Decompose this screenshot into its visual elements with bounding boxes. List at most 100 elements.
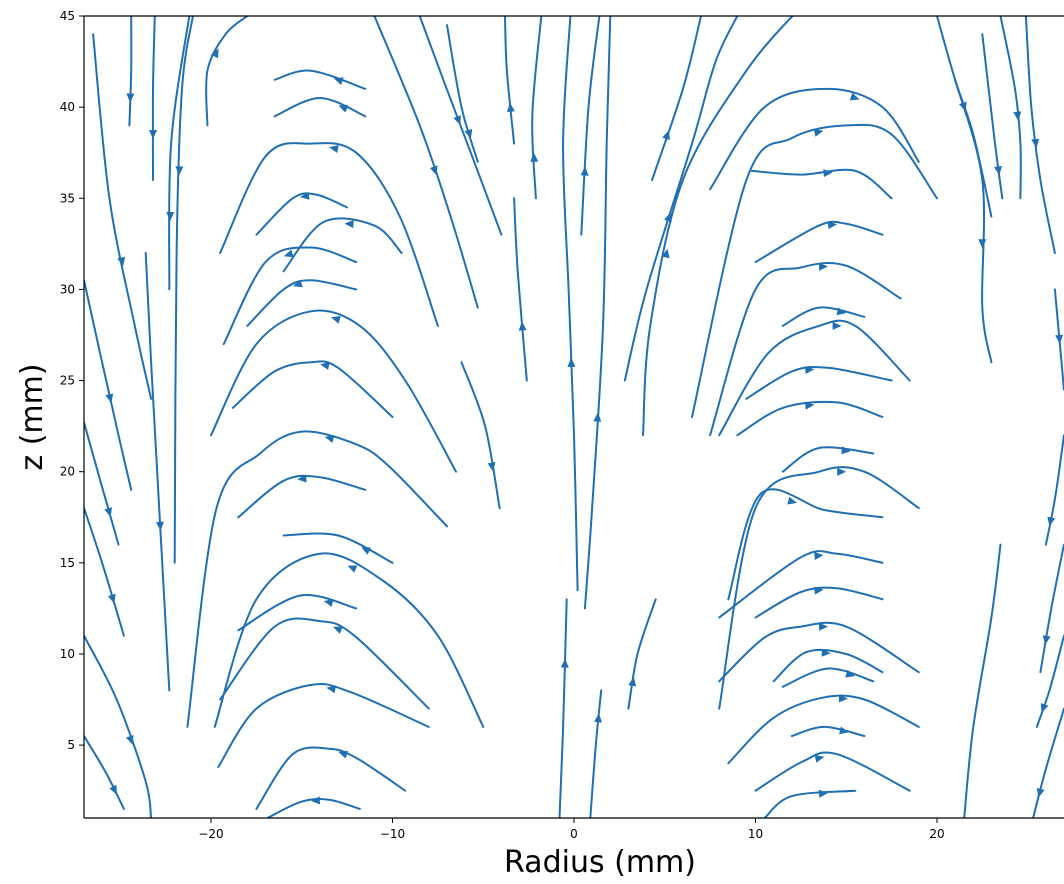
streamline [781, 446, 875, 473]
streamline [781, 667, 875, 688]
flow-arrow [300, 191, 310, 200]
x-tick-label: −10 [380, 827, 405, 841]
streamline [954, 78, 993, 364]
flow-arrow [819, 622, 828, 631]
streamline [709, 261, 902, 437]
streamline [736, 400, 884, 437]
flow-arrow [1031, 138, 1040, 149]
streamline [1035, 634, 1064, 728]
flow-arrow [814, 552, 824, 560]
streamline [754, 220, 884, 264]
streamline [781, 306, 866, 327]
flow-arrow [839, 726, 849, 735]
flow-arrow [813, 128, 824, 137]
y-ticks-group: 5 10 15 20 25 30 35 40 45 [60, 9, 84, 752]
flow-arrow [338, 105, 349, 113]
streamline [718, 466, 920, 710]
flow-arrow [818, 262, 828, 271]
streamline [213, 552, 485, 728]
streamline [754, 751, 911, 792]
streamline [1024, 16, 1056, 254]
flow-arrow [823, 169, 833, 177]
streamline [750, 168, 893, 200]
streamline [217, 682, 430, 768]
streamline [282, 217, 403, 273]
streamline [745, 365, 893, 400]
flow-arrow [1013, 111, 1022, 121]
streamline [999, 16, 1022, 200]
x-tick-label: −20 [198, 827, 223, 841]
streamline [583, 16, 612, 610]
y-tick-label: 20 [60, 465, 75, 479]
flow-arrow [464, 129, 473, 139]
flow-arrow [331, 316, 341, 324]
flow-arrow [1042, 635, 1051, 645]
flow-arrow [453, 115, 461, 125]
flow-arrow [487, 462, 496, 472]
flow-arrow [1040, 703, 1049, 713]
flow-arrow [580, 166, 589, 176]
flow-arrow [117, 256, 126, 267]
streamline [727, 488, 884, 601]
flow-arrow [297, 474, 307, 483]
flow-arrow [518, 321, 527, 331]
x-axis-label: Radius (mm) [504, 845, 696, 879]
y-axis-label: z (mm) [15, 363, 50, 470]
flow-arrow [1036, 788, 1045, 798]
flow-arrow [661, 248, 670, 259]
y-tick-label: 15 [60, 556, 75, 570]
flow-arrow [567, 357, 576, 367]
streamline [709, 87, 920, 191]
flow-arrow [107, 593, 116, 604]
streamline [151, 16, 156, 181]
flow-arrow [149, 130, 157, 139]
flow-arrow [333, 77, 344, 85]
y-tick-label: 40 [60, 100, 75, 114]
flow-arrow [978, 239, 987, 249]
streamline [627, 598, 657, 710]
streamline [790, 725, 866, 737]
flow-arrow [323, 599, 334, 607]
y-tick-label: 5 [67, 738, 75, 752]
flow-arrow [166, 212, 175, 221]
streamline [237, 594, 358, 632]
flow-arrow [560, 658, 569, 668]
flow-arrow [333, 626, 343, 634]
y-tick-label: 35 [60, 191, 75, 205]
flow-arrow [994, 165, 1002, 176]
streamline [754, 586, 884, 619]
streamline [981, 33, 1004, 200]
streamline [963, 543, 1002, 818]
flow-arrow [628, 676, 637, 687]
flow-arrow [827, 221, 838, 229]
streamline [418, 16, 503, 236]
streamline [1044, 434, 1064, 546]
flow-arrow [126, 93, 135, 103]
streamline [580, 16, 601, 236]
streamline [642, 16, 794, 437]
streamline [460, 361, 501, 510]
streamline [205, 16, 249, 127]
streamline [92, 33, 153, 400]
flow-arrow [329, 145, 339, 153]
flow-arrow [836, 307, 847, 316]
streamline [168, 16, 191, 291]
streamline [255, 192, 349, 236]
streamline [222, 246, 358, 346]
y-tick-label: 30 [60, 282, 75, 296]
streamline [373, 16, 479, 309]
streamline [84, 634, 153, 818]
y-tick-label: 25 [60, 374, 75, 388]
flow-arrow [832, 321, 842, 330]
x-ticks-group: −20 −10 0 10 20 [198, 818, 945, 841]
flow-arrow [814, 754, 825, 763]
streamline [255, 746, 407, 810]
streamline [718, 621, 920, 683]
streamline [651, 16, 702, 181]
flow-arrow [814, 586, 824, 595]
streamline [273, 96, 367, 118]
flow-arrow [818, 789, 828, 798]
flow-arrow [105, 393, 114, 404]
flow-arrow [104, 507, 112, 517]
